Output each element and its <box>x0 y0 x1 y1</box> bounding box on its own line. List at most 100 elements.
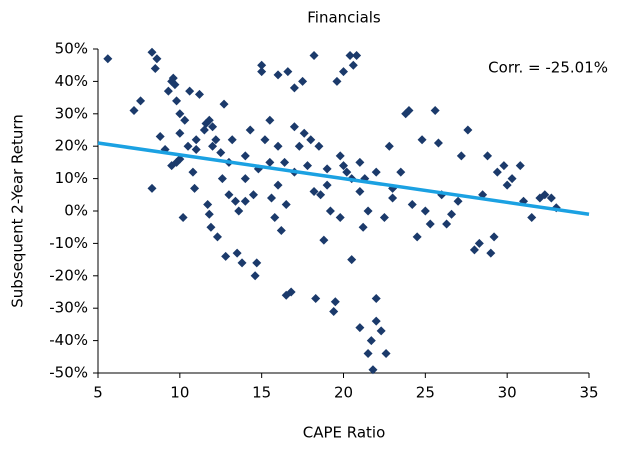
point <box>281 200 291 210</box>
y-tick-label: 50% <box>55 40 88 58</box>
point <box>306 135 316 145</box>
point <box>363 349 373 359</box>
annotation: Corr. = -25.01% <box>488 59 608 77</box>
point <box>289 122 299 132</box>
point <box>212 232 222 242</box>
point <box>379 212 389 222</box>
point <box>515 161 525 171</box>
point <box>330 297 340 307</box>
point <box>368 365 378 375</box>
y-axis-label: Subsequent 2-Year Return <box>9 114 27 307</box>
y-tick-label: 20% <box>55 137 88 155</box>
x-tick-label: 25 <box>416 384 435 402</box>
point <box>219 99 229 109</box>
point <box>170 80 180 90</box>
point <box>230 196 240 206</box>
point <box>266 193 276 203</box>
point <box>316 190 326 200</box>
point <box>388 193 398 203</box>
point <box>252 258 262 268</box>
point <box>273 141 283 151</box>
point <box>208 141 218 151</box>
point <box>147 183 157 193</box>
point <box>355 323 365 333</box>
point <box>190 183 200 193</box>
point <box>371 293 381 303</box>
point <box>167 161 177 171</box>
point <box>237 258 247 268</box>
point <box>325 206 335 216</box>
point <box>211 135 221 145</box>
y-tick-label: 10% <box>55 169 88 187</box>
point <box>260 135 270 145</box>
point <box>358 222 368 232</box>
point <box>381 349 391 359</box>
point <box>203 200 213 210</box>
point <box>502 180 512 190</box>
point <box>276 225 286 235</box>
point <box>355 187 365 197</box>
chart-title: Financials <box>307 9 381 27</box>
point <box>232 248 242 258</box>
point <box>188 167 198 177</box>
point <box>150 63 160 73</box>
point <box>191 135 201 145</box>
point <box>217 174 227 184</box>
point <box>208 122 218 132</box>
point <box>442 219 452 229</box>
point <box>286 287 296 297</box>
point <box>248 190 258 200</box>
point <box>540 190 550 200</box>
point <box>447 209 457 219</box>
point <box>168 73 178 83</box>
point <box>463 125 473 135</box>
y-tick-label: -30% <box>49 299 88 317</box>
point <box>322 180 332 190</box>
point <box>483 151 493 161</box>
point <box>348 60 358 70</box>
point <box>366 336 376 346</box>
point <box>322 164 332 174</box>
x-tick-label: 30 <box>498 384 517 402</box>
x-tick-label: 5 <box>93 384 103 402</box>
x-axis-label: CAPE Ratio <box>303 424 386 442</box>
point <box>240 196 250 206</box>
point <box>420 206 430 216</box>
point <box>453 196 463 206</box>
point <box>339 161 348 171</box>
point <box>129 106 139 116</box>
point <box>302 161 312 171</box>
point <box>227 135 237 145</box>
point <box>433 138 443 148</box>
point <box>499 161 509 171</box>
point <box>183 141 193 151</box>
point <box>240 151 250 161</box>
point <box>245 125 255 135</box>
point <box>199 125 209 135</box>
point <box>546 193 556 203</box>
point <box>371 167 381 177</box>
point <box>204 209 214 219</box>
point <box>299 128 309 138</box>
point <box>311 293 321 303</box>
point <box>221 251 231 261</box>
point <box>257 60 267 70</box>
trend-line <box>97 141 590 216</box>
point <box>224 190 234 200</box>
point <box>474 238 484 248</box>
y-tick-label: -50% <box>49 364 88 382</box>
point <box>332 76 342 86</box>
point <box>507 174 517 184</box>
point <box>240 174 250 184</box>
point <box>486 248 496 258</box>
point <box>298 76 308 86</box>
point <box>352 50 362 60</box>
point <box>283 67 293 77</box>
point <box>265 115 275 125</box>
point <box>172 96 182 106</box>
x-tick-label: 35 <box>579 384 598 402</box>
point <box>309 50 319 60</box>
point <box>430 106 440 116</box>
point <box>206 222 216 232</box>
